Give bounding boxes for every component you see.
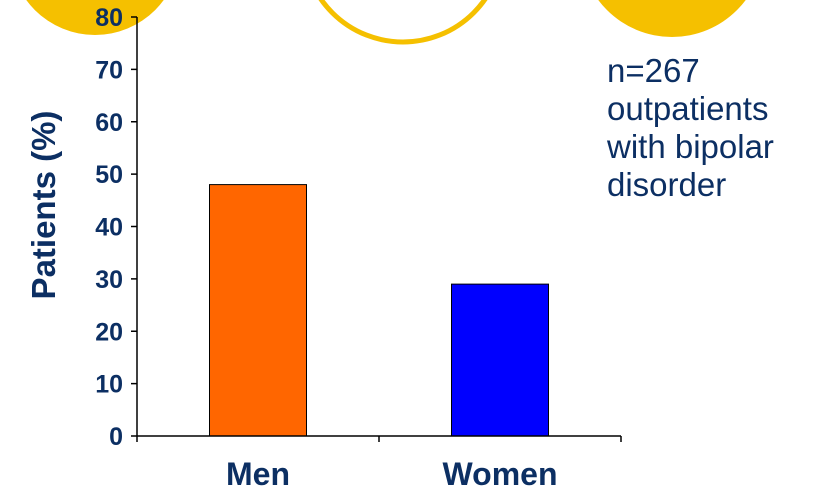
y-tick-label: 30 [95,266,123,294]
y-tick-label: 70 [95,56,123,84]
axes [136,17,622,442]
y-tick-label: 80 [95,4,123,32]
bar-women [451,283,549,437]
annotation-line: disorder [607,166,727,203]
annotation-line: n=267 [607,52,700,89]
x-axis-labels: Men Women [226,456,557,492]
annotation-line: outpatients [607,90,769,127]
sample-annotation: n=267 outpatients with bipolar disorder [607,52,774,204]
x-category-label: Women [443,456,558,492]
y-tick-label: 40 [95,214,123,242]
y-tick-label: 50 [95,161,123,189]
y-tick-label: 10 [95,371,123,399]
y-tick-label: 60 [95,109,123,137]
decor-circle-left [26,0,164,35]
x-category-label: Men [226,456,290,492]
y-axis-label: Patients (%) [25,111,62,300]
decor-circles [26,0,746,45]
y-axis-ticks: 0 10 20 30 40 50 60 70 80 [95,4,137,451]
decor-circle-right [598,0,746,37]
y-tick-label: 0 [109,423,123,451]
bar-men [209,184,307,437]
decor-circle-middle-ring [318,0,488,45]
annotation-line: with bipolar [607,128,774,165]
bars [209,184,549,437]
y-tick-label: 20 [95,318,123,346]
